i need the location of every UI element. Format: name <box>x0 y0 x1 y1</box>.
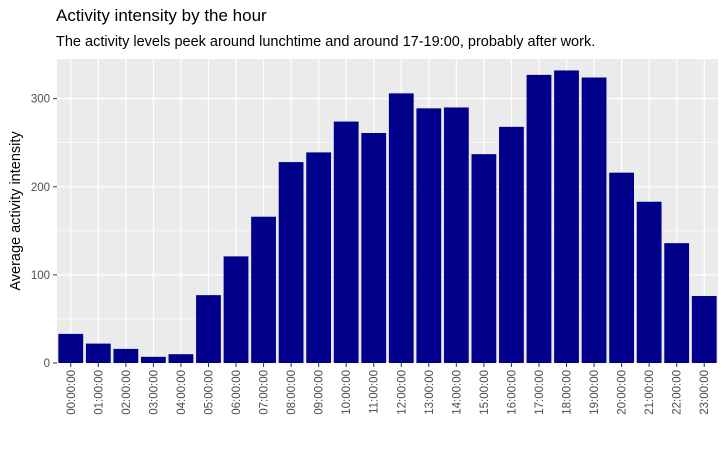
bar <box>554 70 579 363</box>
bar <box>609 172 634 363</box>
y-tick-label: 0 <box>44 358 50 370</box>
bar <box>664 243 690 363</box>
bar <box>223 256 249 363</box>
plot-panel <box>57 59 718 363</box>
chart-title: Activity intensity by the hour <box>56 6 267 25</box>
x-tick-label: 01:00:00 <box>93 370 105 415</box>
x-tick-label: 00:00:00 <box>66 370 78 415</box>
x-tick-label: 18:00:00 <box>562 370 574 415</box>
x-tick-label: 23:00:00 <box>699 370 711 415</box>
x-tick-label: 19:00:00 <box>589 370 601 415</box>
bar <box>333 121 359 363</box>
x-tick-label: 12:00:00 <box>396 370 408 415</box>
x-tick-label: 14:00:00 <box>451 370 463 415</box>
bar <box>168 354 194 363</box>
bars <box>58 70 717 364</box>
y-tick-label: 300 <box>31 94 50 106</box>
bar <box>58 333 84 363</box>
bar <box>471 154 497 363</box>
x-tick-label: 16:00:00 <box>506 370 518 415</box>
bar <box>278 162 304 363</box>
bar <box>636 201 662 363</box>
x-tick-label: 05:00:00 <box>203 370 215 415</box>
x-tick-label: 02:00:00 <box>121 370 133 415</box>
x-tick-label: 11:00:00 <box>369 370 381 414</box>
x-tick-label: 21:00:00 <box>644 370 656 415</box>
x-axis: 00:00:00 01:00:00 02:00:00 03:00:00 04:00:00… <box>66 363 711 415</box>
bar <box>251 216 276 363</box>
x-tick-label: 17:00:00 <box>534 370 546 415</box>
x-tick-label: 07:00:00 <box>259 370 271 415</box>
x-tick-label: 13:00:00 <box>424 370 436 415</box>
x-tick-label: 10:00:00 <box>341 370 353 415</box>
x-tick-label: 06:00:00 <box>231 370 243 415</box>
bar <box>388 93 414 363</box>
y-axis-title: Average activity intensity <box>8 131 24 291</box>
bar <box>499 126 524 363</box>
x-tick-label: 08:00:00 <box>286 370 298 415</box>
bar <box>306 152 332 363</box>
x-tick-label: 03:00:00 <box>148 370 160 415</box>
bar <box>141 356 166 363</box>
bar <box>691 296 717 363</box>
x-tick-label: 20:00:00 <box>617 370 629 415</box>
x-tick-label: 04:00:00 <box>176 370 188 415</box>
y-tick-label: 200 <box>31 182 50 194</box>
bar <box>416 108 442 363</box>
bar <box>85 343 111 363</box>
x-tick-label: 22:00:00 <box>672 370 684 415</box>
bar <box>113 348 139 363</box>
bar <box>196 295 221 363</box>
x-tick-label: 09:00:00 <box>314 370 326 415</box>
y-tick-label: 100 <box>31 270 50 282</box>
bar <box>581 77 607 364</box>
bar <box>443 107 469 363</box>
bar <box>526 74 552 363</box>
chart-subtitle: The activity levels peek around lunchtim… <box>56 34 596 50</box>
bar <box>361 133 387 363</box>
x-tick-label: 15:00:00 <box>479 370 491 415</box>
y-axis: 0 100 200 300 <box>31 94 57 370</box>
